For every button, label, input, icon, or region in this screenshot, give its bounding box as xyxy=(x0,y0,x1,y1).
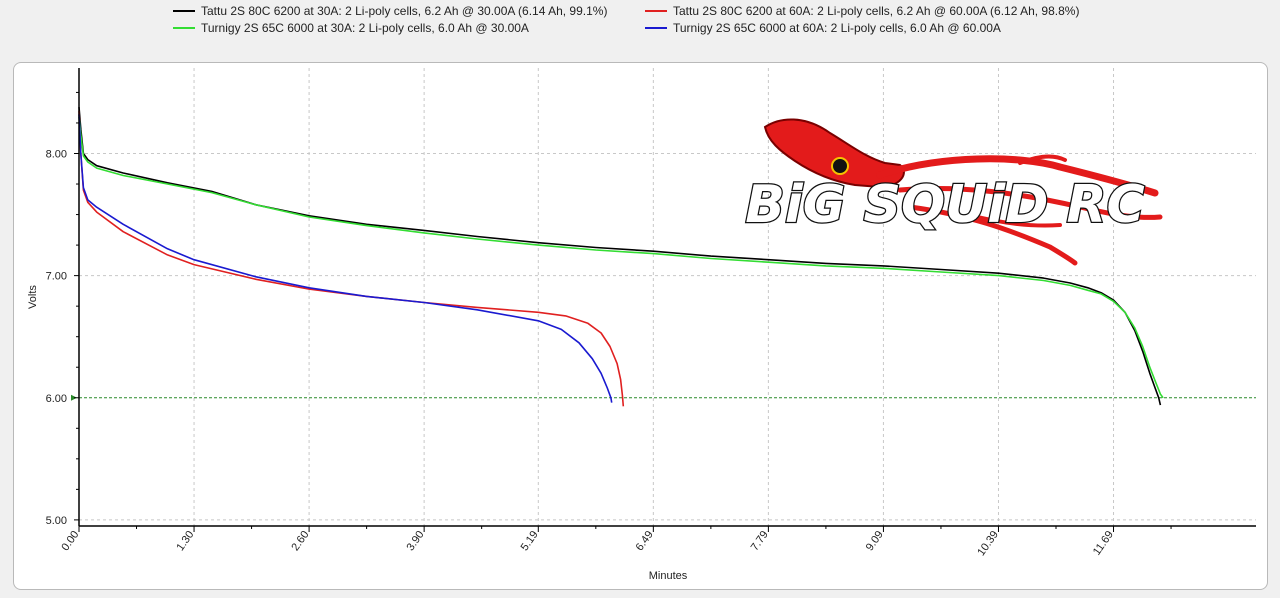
series-line-2 xyxy=(78,116,1164,399)
x-tick-label: 1.30 xyxy=(174,529,196,553)
legend-swatch xyxy=(645,27,667,29)
series-lines xyxy=(78,107,1164,407)
legend-label: Tattu 2S 80C 6200 at 30A: 2 Li-poly cell… xyxy=(201,4,608,18)
legend-swatch xyxy=(173,27,195,29)
legend-label: Turnigy 2S 65C 6000 at 30A: 2 Li-poly ce… xyxy=(201,21,529,35)
series-line-3 xyxy=(78,114,613,403)
y-tick-label: 6.00 xyxy=(46,393,67,405)
legend-item-turnigy-60a: Turnigy 2S 65C 6000 at 60A: 2 Li-poly ce… xyxy=(645,20,1001,36)
legend-label: Tattu 2S 80C 6200 at 60A: 2 Li-poly cell… xyxy=(673,4,1080,18)
legend-swatch xyxy=(645,10,667,12)
chart-legend: Tattu 2S 80C 6200 at 30A: 2 Li-poly cell… xyxy=(0,0,1280,40)
x-tick-label: 10.39 xyxy=(975,529,1001,558)
x-tick-label: 6.49 xyxy=(634,529,656,553)
x-tick-label: 7.79 xyxy=(749,529,771,553)
y-axis-label: Volts xyxy=(27,285,39,309)
grid xyxy=(79,68,1256,526)
logo-text: BiG SQUiD RC xyxy=(745,175,1144,235)
x-axis-label: Minutes xyxy=(649,570,688,582)
series-line-1 xyxy=(78,110,625,407)
y-tick-label: 8.00 xyxy=(46,148,67,160)
legend-item-turnigy-30a: Turnigy 2S 65C 6000 at 30A: 2 Li-poly ce… xyxy=(173,20,529,36)
x-tick-label: 5.19 xyxy=(519,529,541,553)
cutoff-line xyxy=(71,394,1256,401)
legend-label: Turnigy 2S 65C 6000 at 60A: 2 Li-poly ce… xyxy=(673,21,1001,35)
y-tick-label: 7.00 xyxy=(46,271,67,283)
squid-logo-icon xyxy=(763,118,1163,266)
x-tick-label: 2.60 xyxy=(289,529,311,553)
chart-panel xyxy=(13,62,1268,590)
x-tick-label: 9.09 xyxy=(864,529,886,553)
legend-item-tattu-60a: Tattu 2S 80C 6200 at 60A: 2 Li-poly cell… xyxy=(645,3,1079,19)
x-tick-label: 0.00 xyxy=(59,529,81,553)
x-tick-label: 3.90 xyxy=(404,529,426,553)
legend-item-tattu-30a: Tattu 2S 80C 6200 at 30A: 2 Li-poly cell… xyxy=(173,3,607,19)
legend-swatch xyxy=(173,10,195,12)
axes xyxy=(78,68,1256,527)
y-tick-label: 5.00 xyxy=(46,515,67,527)
x-tick-label: 11.69 xyxy=(1091,529,1116,558)
